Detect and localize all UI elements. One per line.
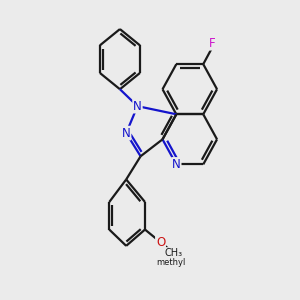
Text: O: O bbox=[156, 236, 165, 249]
Text: F: F bbox=[209, 37, 215, 50]
Text: methyl: methyl bbox=[157, 258, 186, 267]
Text: N: N bbox=[133, 100, 142, 112]
Text: N: N bbox=[122, 127, 130, 140]
Text: CH₃: CH₃ bbox=[164, 248, 182, 257]
Text: N: N bbox=[172, 158, 181, 171]
